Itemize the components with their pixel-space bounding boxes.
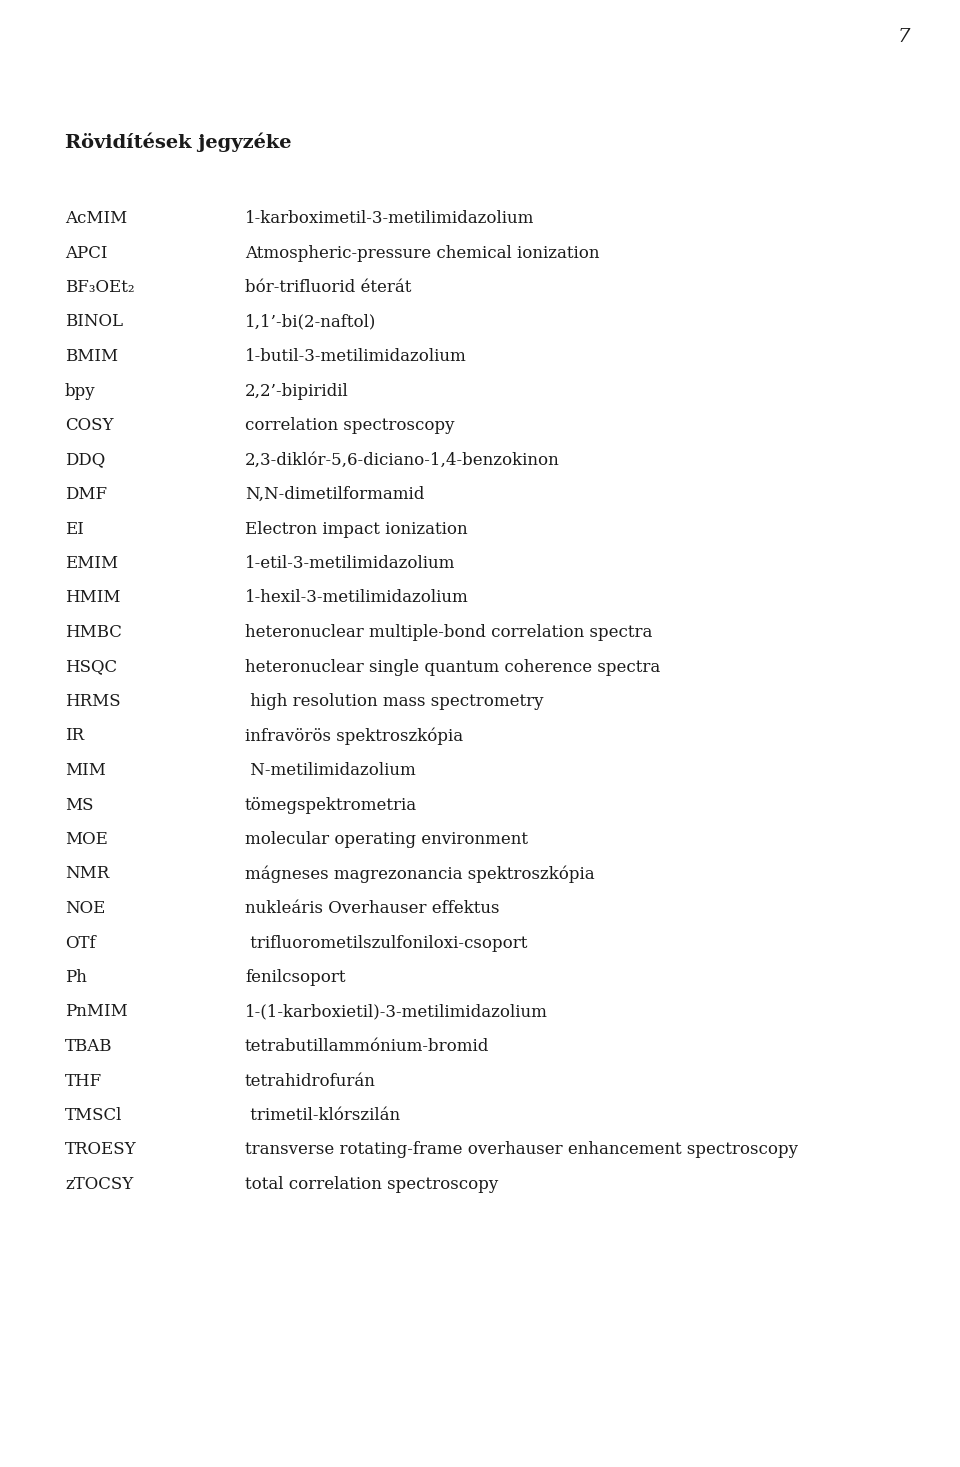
Text: zTOCSY: zTOCSY [65,1177,133,1193]
Text: HMIM: HMIM [65,590,121,606]
Text: DDQ: DDQ [65,452,106,468]
Text: nukleáris Overhauser effektus: nukleáris Overhauser effektus [245,899,499,917]
Text: AcMIM: AcMIM [65,210,128,227]
Text: MOE: MOE [65,830,108,848]
Text: high resolution mass spectrometry: high resolution mass spectrometry [245,692,543,710]
Text: bpy: bpy [65,383,96,399]
Text: Rövidítések jegyzéke: Rövidítések jegyzéke [65,133,292,153]
Text: APCI: APCI [65,245,108,261]
Text: 1-butil-3-metilimidazolium: 1-butil-3-metilimidazolium [245,348,467,365]
Text: NOE: NOE [65,899,106,917]
Text: HRMS: HRMS [65,692,121,710]
Text: TROESY: TROESY [65,1141,136,1159]
Text: Ph: Ph [65,970,86,986]
Text: 7: 7 [898,28,910,45]
Text: Electron impact ionization: Electron impact ionization [245,521,468,537]
Text: TMSCl: TMSCl [65,1108,122,1124]
Text: EMIM: EMIM [65,555,118,572]
Text: mágneses magrezonancia spektroszkópia: mágneses magrezonancia spektroszkópia [245,866,594,883]
Text: COSY: COSY [65,417,113,434]
Text: heteronuclear single quantum coherence spectra: heteronuclear single quantum coherence s… [245,659,660,675]
Text: trimetil-klórszilán: trimetil-klórszilán [245,1108,400,1124]
Text: trifluorometilszulfoniloxi-csoport: trifluorometilszulfoniloxi-csoport [245,934,527,952]
Text: 1,1’-bi(2-naftol): 1,1’-bi(2-naftol) [245,314,376,330]
Text: 1-(1-karboxietil)-3-metilimidazolium: 1-(1-karboxietil)-3-metilimidazolium [245,1003,548,1021]
Text: fenilcsoport: fenilcsoport [245,970,346,986]
Text: 2,3-diklór-5,6-diciano-1,4-benzokinon: 2,3-diklór-5,6-diciano-1,4-benzokinon [245,452,560,468]
Text: HMBC: HMBC [65,623,122,641]
Text: molecular operating environment: molecular operating environment [245,830,528,848]
Text: DMF: DMF [65,486,108,503]
Text: MS: MS [65,797,93,814]
Text: HSQC: HSQC [65,659,117,675]
Text: infravörös spektroszkópia: infravörös spektroszkópia [245,728,463,745]
Text: BINOL: BINOL [65,314,123,330]
Text: 1-hexil-3-metilimidazolium: 1-hexil-3-metilimidazolium [245,590,468,606]
Text: bór-trifluorid éterát: bór-trifluorid éterát [245,279,412,296]
Text: IR: IR [65,728,84,744]
Text: MIM: MIM [65,761,106,779]
Text: 1-etil-3-metilimidazolium: 1-etil-3-metilimidazolium [245,555,455,572]
Text: BMIM: BMIM [65,348,118,365]
Text: NMR: NMR [65,866,109,883]
Text: OTf: OTf [65,934,96,952]
Text: BF₃OEt₂: BF₃OEt₂ [65,279,134,296]
Text: TBAB: TBAB [65,1039,112,1055]
Text: tömegspektrometria: tömegspektrometria [245,797,418,814]
Text: transverse rotating-frame overhauser enhancement spectroscopy: transverse rotating-frame overhauser enh… [245,1141,798,1159]
Text: THF: THF [65,1072,103,1090]
Text: tetrabutillammónium-bromid: tetrabutillammónium-bromid [245,1039,490,1055]
Text: tetrahidrofurán: tetrahidrofurán [245,1072,376,1090]
Text: Atmospheric-pressure chemical ionization: Atmospheric-pressure chemical ionization [245,245,599,261]
Text: heteronuclear multiple-bond correlation spectra: heteronuclear multiple-bond correlation … [245,623,653,641]
Text: total correlation spectroscopy: total correlation spectroscopy [245,1177,498,1193]
Text: N,N-dimetilformamid: N,N-dimetilformamid [245,486,424,503]
Text: 1-karboximetil-3-metilimidazolium: 1-karboximetil-3-metilimidazolium [245,210,535,227]
Text: EI: EI [65,521,84,537]
Text: N-metilimidazolium: N-metilimidazolium [245,761,416,779]
Text: correlation spectroscopy: correlation spectroscopy [245,417,454,434]
Text: PnMIM: PnMIM [65,1003,128,1021]
Text: 2,2’-bipiridil: 2,2’-bipiridil [245,383,348,399]
